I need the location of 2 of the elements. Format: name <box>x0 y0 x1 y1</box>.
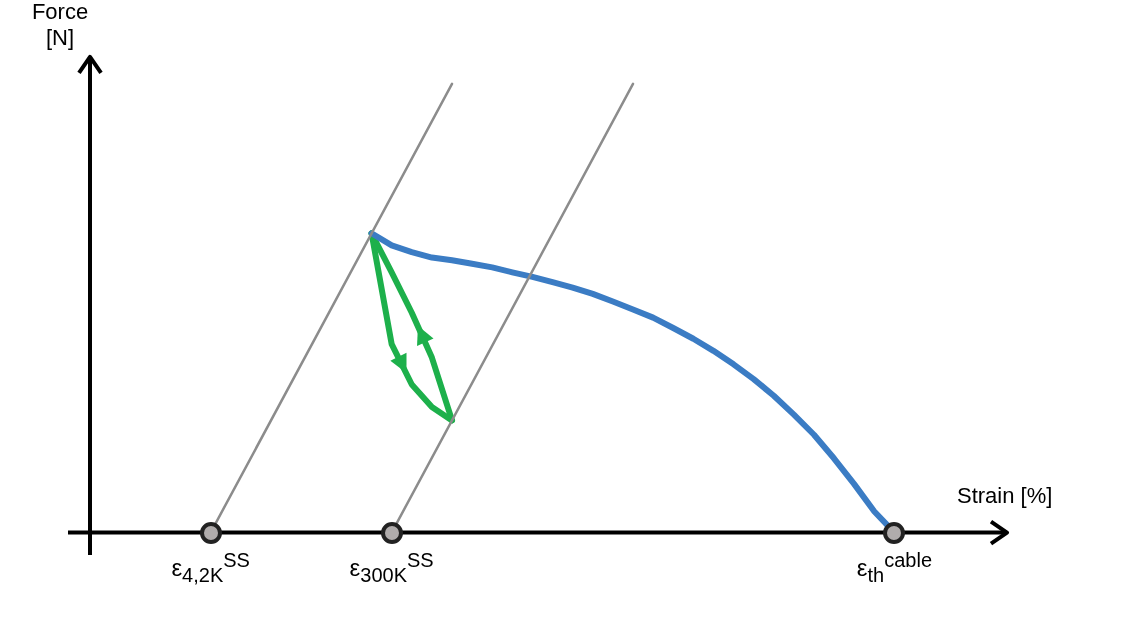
x-axis-title: Strain [%] <box>957 482 1053 509</box>
y-axis-title: Force [N] <box>30 0 90 51</box>
